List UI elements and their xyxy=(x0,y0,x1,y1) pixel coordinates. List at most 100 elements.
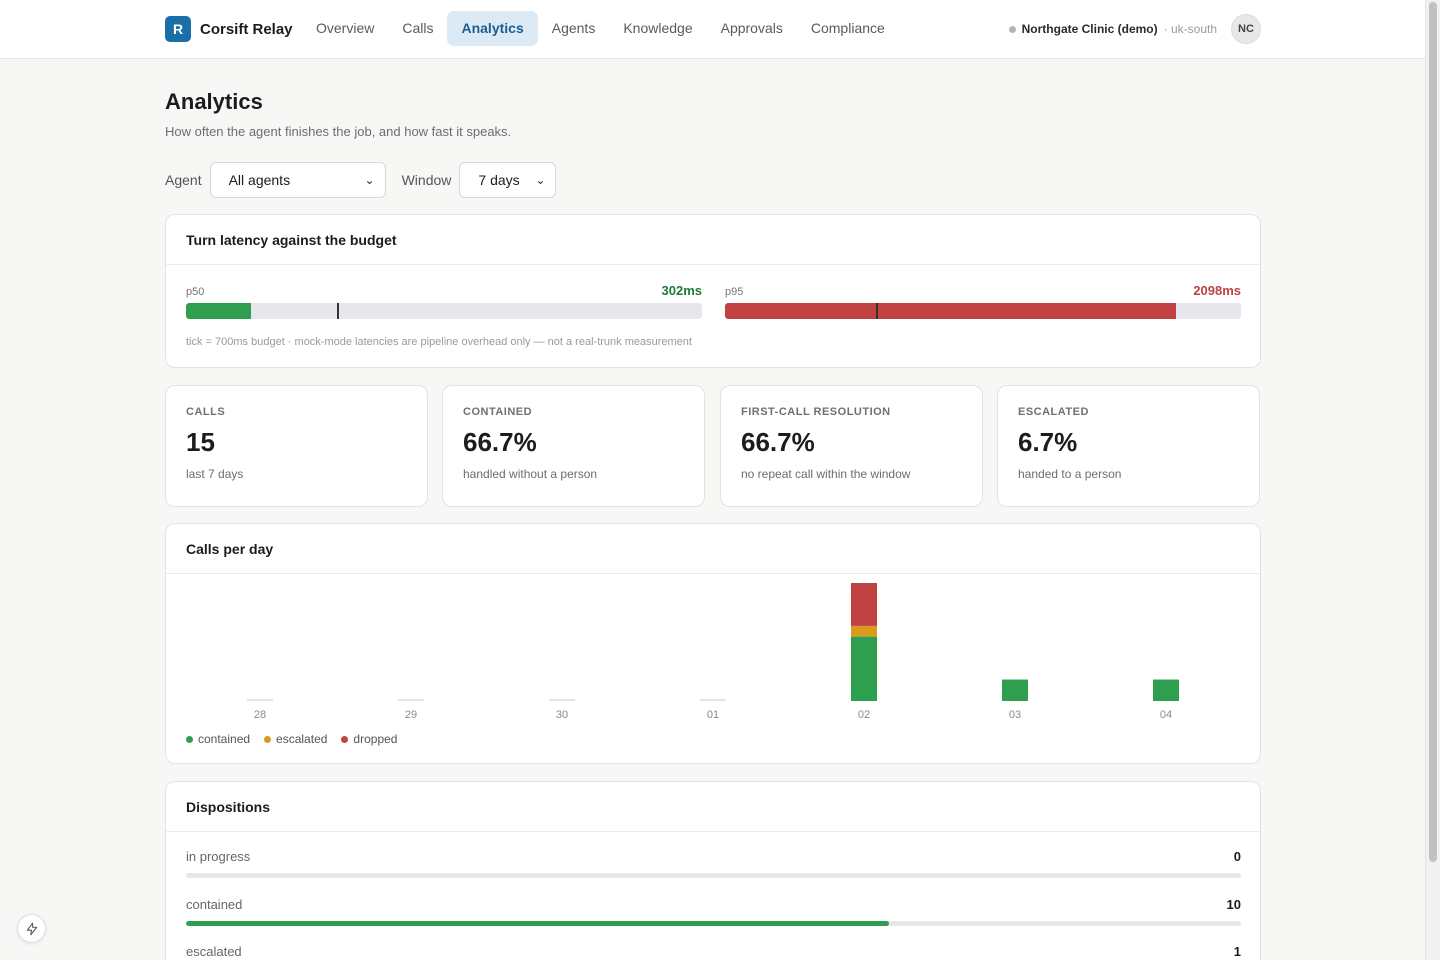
stat-card-escalated: ESCALATED 6.7% handed to a person xyxy=(997,385,1260,507)
page-title: Analytics xyxy=(165,89,263,114)
bar-contained-03[interactable] xyxy=(1002,679,1028,701)
disposition-label: in progress xyxy=(186,849,251,864)
p95-budget-tick xyxy=(875,303,878,319)
brand[interactable]: R Corsift Relay xyxy=(165,16,293,42)
disposition-count: 1 xyxy=(1233,944,1241,959)
p50-bar-fill xyxy=(186,303,251,319)
dispositions-card: Dispositions in progress 0 contained 10 esca… xyxy=(165,781,1261,960)
filters: Agent All agents ⌄ Window 7 days ⌄ xyxy=(165,162,557,198)
nav-overview[interactable]: Overview xyxy=(316,20,375,36)
stat-sub: handled without a person xyxy=(463,467,598,481)
legend-dot-icon xyxy=(264,735,272,743)
window-filter-label: Window xyxy=(401,172,452,188)
tenant-region: · uk-south xyxy=(1163,22,1217,36)
dispositions-title: Dispositions xyxy=(166,782,1260,832)
tenant-status-dot-icon xyxy=(1008,25,1016,33)
page-scrollbar[interactable] xyxy=(1425,0,1440,960)
x-tick-label: 29 xyxy=(405,709,417,721)
page-subtitle: How often the agent finishes the job, an… xyxy=(165,124,512,139)
disposition-bar-track xyxy=(186,920,1241,926)
latency-card-title: Turn latency against the budget xyxy=(166,215,1260,265)
x-tick-label: 01 xyxy=(707,709,719,721)
agent-select-value: All agents xyxy=(228,172,291,188)
agent-filter-label: Agent xyxy=(165,172,202,188)
latency-card: Turn latency against the budget p50 302m… xyxy=(165,214,1261,368)
calls-per-day-card: Calls per day 28 29 30 01 02 03 04 contained es… xyxy=(165,523,1261,764)
brand-name: Corsift Relay xyxy=(200,20,293,38)
p50-value: 302ms xyxy=(661,283,702,298)
disposition-bar-fill xyxy=(186,920,890,926)
nav-agents[interactable]: Agents xyxy=(551,20,596,36)
latency-note: tick = 700ms budget · mock-mode latencie… xyxy=(186,336,692,348)
stat-label: ESCALATED xyxy=(1018,406,1089,418)
legend-label: dropped xyxy=(353,732,398,746)
agent-select[interactable]: All agents ⌄ xyxy=(209,162,386,198)
avatar[interactable]: NC xyxy=(1231,14,1261,44)
chevron-down-icon: ⌄ xyxy=(364,173,375,187)
p95-label: p95 xyxy=(725,286,744,298)
disposition-row-escalated: escalated 1 xyxy=(186,944,1241,960)
bar-dropped-02[interactable] xyxy=(851,583,877,626)
bar-empty-30 xyxy=(549,699,575,701)
legend-item-escalated: escalated xyxy=(264,732,327,746)
bar-empty-29 xyxy=(398,699,424,701)
disposition-bar-track xyxy=(186,873,1241,878)
stat-card-calls: CALLS 15 last 7 days xyxy=(165,385,428,507)
nav-analytics[interactable]: Analytics xyxy=(447,11,538,46)
stat-sub: no repeat call within the window xyxy=(741,467,911,481)
legend-dot-icon xyxy=(341,735,349,743)
brand-logo: R xyxy=(165,16,191,42)
chart-title: Calls per day xyxy=(166,524,1260,574)
top-bar: R Corsift Relay Overview Calls Analytics… xyxy=(0,0,1425,59)
x-tick-label: 04 xyxy=(1160,709,1172,721)
bar-escalated-02[interactable] xyxy=(851,625,877,637)
x-tick-label: 30 xyxy=(556,709,568,721)
p95-value: 2098ms xyxy=(1193,283,1241,298)
disposition-row-in-progress: in progress 0 xyxy=(186,849,1241,878)
stat-label: FIRST-CALL RESOLUTION xyxy=(741,406,891,418)
stat-sub: handed to a person xyxy=(1018,467,1122,481)
legend-item-dropped: dropped xyxy=(341,732,397,746)
p95-bar-track xyxy=(725,303,1241,319)
disposition-count: 10 xyxy=(1226,896,1241,912)
nav-knowledge[interactable]: Knowledge xyxy=(623,20,693,36)
stat-value: 6.7% xyxy=(1018,427,1078,457)
tenant-switcher[interactable]: Northgate Clinic (demo) · uk-south NC xyxy=(1008,14,1261,44)
disposition-count: 0 xyxy=(1233,849,1241,864)
legend-label: escalated xyxy=(276,732,328,746)
x-tick-label: 03 xyxy=(1009,709,1021,721)
lightning-icon-button[interactable] xyxy=(17,914,46,943)
p95-bar-fill xyxy=(725,303,1177,319)
p50-bar-track xyxy=(186,303,702,319)
stat-sub: last 7 days xyxy=(186,467,244,481)
disposition-label: contained xyxy=(186,896,243,912)
tenant-name: Northgate Clinic (demo) xyxy=(1021,22,1158,36)
stat-label: CONTAINED xyxy=(463,406,533,418)
bar-empty-28 xyxy=(247,699,273,701)
chart-legend: contained escalated dropped xyxy=(186,732,397,746)
legend-dot-icon xyxy=(186,735,193,743)
calls-per-day-chart: 28 29 30 01 02 03 04 xyxy=(247,583,1179,721)
stat-card-first-call-resolution: FIRST-CALL RESOLUTION 66.7% no repeat ca… xyxy=(720,385,983,507)
nav-calls[interactable]: Calls xyxy=(402,20,434,36)
legend-item-contained: contained xyxy=(186,732,250,746)
bar-contained-04[interactable] xyxy=(1153,679,1179,701)
nav-compliance[interactable]: Compliance xyxy=(810,20,885,36)
p50-budget-tick xyxy=(336,303,339,319)
stat-value: 15 xyxy=(186,427,215,457)
lightning-icon xyxy=(26,922,37,935)
x-tick-label: 28 xyxy=(254,709,266,721)
chevron-down-icon: ⌄ xyxy=(535,173,546,187)
window-select[interactable]: 7 days ⌄ xyxy=(459,162,557,198)
p50-label: p50 xyxy=(186,286,205,298)
disposition-label: escalated xyxy=(186,944,242,959)
main-nav: Overview Calls Analytics Agents Knowledg… xyxy=(302,11,899,46)
stat-card-contained: CONTAINED 66.7% handled without a person xyxy=(442,385,705,507)
bar-empty-01 xyxy=(700,699,726,701)
p95-latency: p95 2098ms xyxy=(725,283,1241,319)
scrollbar-thumb[interactable] xyxy=(1429,2,1437,862)
window-select-value: 7 days xyxy=(478,172,520,188)
disposition-row-contained: contained 10 xyxy=(186,897,1241,926)
nav-approvals[interactable]: Approvals xyxy=(720,20,783,36)
bar-contained-02[interactable] xyxy=(851,636,877,701)
